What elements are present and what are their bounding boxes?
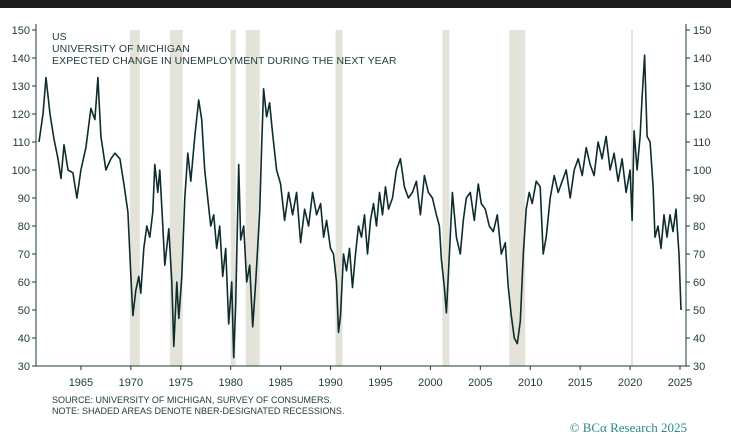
y-tick-label-left: 70 bbox=[18, 249, 30, 261]
x-tick-label: 2010 bbox=[518, 377, 542, 389]
recession-shading bbox=[129, 30, 634, 366]
y-tick-label-right: 90 bbox=[693, 193, 705, 205]
x-tick-label: 1980 bbox=[218, 377, 242, 389]
x-axis: 1965 1970 1975 1980 1985 1990 1995 2000 2005 2010… bbox=[69, 366, 692, 389]
y-tick-label-right: 30 bbox=[693, 361, 705, 373]
copyright-symbol: © bbox=[569, 420, 580, 435]
y-tick-label-left: 90 bbox=[18, 193, 30, 205]
recession-band-2 bbox=[230, 30, 236, 366]
x-tick-label: 2000 bbox=[418, 377, 442, 389]
y-tick-label-left: 110 bbox=[12, 137, 30, 149]
x-tick-label: 1985 bbox=[268, 377, 292, 389]
x-tick-label: 2020 bbox=[618, 377, 642, 389]
y-tick-label-left: 30 bbox=[18, 361, 30, 373]
chart-title-country: US bbox=[52, 31, 67, 43]
y-tick-label-left: 80 bbox=[18, 221, 30, 233]
x-tick-label: 1965 bbox=[69, 377, 93, 389]
footnote-source: SOURCE: UNIVERSITY OF MICHIGAN, SURVEY O… bbox=[52, 395, 333, 405]
y-tick-label-left: 130 bbox=[12, 81, 30, 93]
y-tick-label-left: 140 bbox=[12, 53, 30, 65]
footnote-note: NOTE: SHADED AREAS DENOTE NBER-DESIGNATE… bbox=[52, 406, 345, 416]
x-tick-label: 2025 bbox=[668, 377, 692, 389]
y-tick-label-left: 40 bbox=[18, 333, 30, 345]
chart-title-source: UNIVERSITY OF MICHIGAN bbox=[52, 43, 190, 55]
right-y-axis: 150 140 130 120 110 100 90 80 70 60 50 40 30 bbox=[686, 25, 711, 373]
x-tick-label: 1995 bbox=[368, 377, 392, 389]
y-tick-label-left: 100 bbox=[12, 165, 30, 177]
y-tick-label-left: 150 bbox=[12, 25, 30, 37]
y-tick-label-right: 80 bbox=[693, 221, 705, 233]
x-tick-label: 1970 bbox=[119, 377, 143, 389]
series-line-0 bbox=[38, 54, 682, 359]
y-tick-label-left: 60 bbox=[18, 277, 30, 289]
y-tick-label-right: 100 bbox=[693, 165, 711, 177]
chart-title-series: EXPECTED CHANGE IN UNEMPLOYMENT DURING T… bbox=[52, 55, 397, 67]
x-tick-label: 1975 bbox=[169, 377, 193, 389]
x-tick-label: 2015 bbox=[568, 377, 592, 389]
left-y-axis: 150 140 130 120 110 100 90 80 70 60 50 40 30 bbox=[12, 25, 36, 373]
recession-band-1 bbox=[169, 30, 183, 366]
y-tick-label-right: 130 bbox=[693, 81, 711, 93]
y-tick-label-right: 110 bbox=[693, 137, 711, 149]
y-tick-label-right: 70 bbox=[693, 249, 705, 261]
x-tick-label: 1990 bbox=[318, 377, 342, 389]
y-tick-label-left: 120 bbox=[12, 109, 30, 121]
y-tick-label-right: 40 bbox=[693, 333, 705, 345]
y-tick-label-right: 50 bbox=[693, 305, 705, 317]
y-tick-label-left: 50 bbox=[18, 305, 30, 317]
axes-frame bbox=[35, 24, 687, 367]
top-bar bbox=[0, 0, 731, 8]
recession-band-5 bbox=[442, 30, 450, 366]
recession-band-0 bbox=[129, 30, 140, 366]
y-tick-label-right: 60 bbox=[693, 277, 705, 289]
y-tick-label-right: 140 bbox=[693, 53, 711, 65]
recession-band-4 bbox=[335, 30, 343, 366]
brand-name: BCα bbox=[582, 420, 607, 435]
brand-suffix: Research 2025 bbox=[610, 420, 687, 435]
y-tick-label-right: 120 bbox=[693, 109, 711, 121]
series-group bbox=[38, 54, 682, 359]
brand-credit: © BCα Research 2025 bbox=[570, 420, 687, 436]
x-tick-label: 2005 bbox=[468, 377, 492, 389]
y-tick-label-right: 150 bbox=[693, 25, 711, 37]
